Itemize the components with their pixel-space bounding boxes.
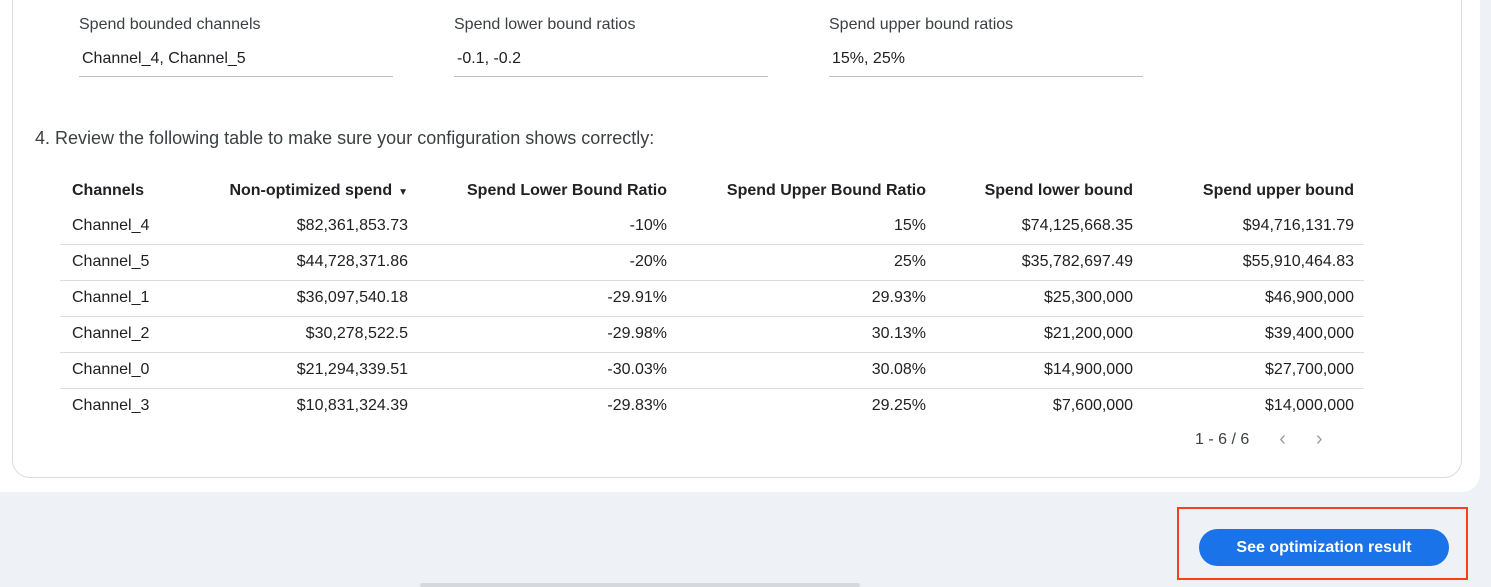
table-cell: 25% [677,244,936,281]
table-cell: Channel_3 [72,397,150,415]
table-row: Channel_5 $44,728,371.86 -20% 25% $35,782,69… [60,244,1364,281]
table-row: Channel_0 $21,294,339.51 -30.03% 30.08% $14,… [60,352,1364,389]
table-cell: $39,400,000 [1143,316,1364,353]
sort-desc-icon[interactable]: ▼ [398,187,408,198]
table-cell: $14,900,000 [936,352,1143,389]
table-row: Channel_4 $82,361,853.73 -10% 15% $74,125,66… [60,208,1364,245]
table-cell: $55,910,464.83 [1143,244,1364,281]
table-cell: 30.08% [677,352,936,389]
table-cell: $27,700,000 [1143,352,1364,389]
spend-lower-bound-ratios-field[interactable]: Spend lower bound ratios -0.1, -0.2 [454,16,768,77]
table-cell: Channel_4 [60,208,182,245]
config-table: Channels Non-optimized spend ▼ Spend Lowe… [60,182,1364,424]
table-cell: $10,831,324.39 [296,397,408,415]
field-value[interactable]: -0.1, -0.2 [454,50,768,77]
table-cell: Channel_5 [60,244,182,281]
table-cell: Channel_0 [60,352,182,389]
table-cell: $74,125,668.35 [936,208,1143,245]
table-cell: $35,782,697.49 [936,244,1143,281]
field-value[interactable]: 15%, 25% [829,50,1143,77]
table-row: Channel_2 $30,278,522.5 -29.98% 30.13% $21,2… [60,316,1364,353]
field-value[interactable]: Channel_4, Channel_5 [79,50,393,77]
table-cell: -30.03% [418,352,677,389]
col-header-lower-ratio[interactable]: Spend Lower Bound Ratio [467,182,667,199]
table-cell: -10% [418,208,677,245]
col-header-non-optimized-spend[interactable]: Non-optimized spend ▼ [182,182,418,208]
col-header-upper-ratio[interactable]: Spend Upper Bound Ratio [726,182,926,199]
table-cell: $36,097,540.18 [182,280,418,317]
table-cell: 29.25% [871,397,926,415]
table-cell: $82,361,853.73 [182,208,418,245]
col-header-channels[interactable]: Channels [72,182,145,199]
step-instruction: 4. Review the following table to make su… [35,128,655,148]
table-cell: $46,900,000 [1143,280,1364,317]
table-cell: $94,716,131.79 [1143,208,1364,245]
table-cell: $21,200,000 [936,316,1143,353]
chevron-right-icon[interactable]: › [1315,428,1323,450]
field-label: Spend upper bound ratios [829,16,1014,33]
chevron-left-icon[interactable]: ‹ [1279,428,1286,450]
col-header-lower-bound[interactable]: Spend lower bound [984,182,1133,199]
spend-upper-bound-ratios-field[interactable]: Spend upper bound ratios 15%, 25% [829,16,1143,77]
table-cell: Channel_2 [60,316,182,353]
table-cell: $25,300,000 [936,280,1143,317]
table-cell: -20% [418,244,677,281]
table-cell: -29.83% [607,397,667,415]
col-header-upper-bound[interactable]: Spend upper bound [1202,182,1354,199]
field-label: Spend bounded channels [79,16,261,33]
table-cell: $30,278,522.5 [182,316,418,353]
table-cell: $44,728,371.86 [182,244,418,281]
table-cell: $21,294,339.51 [182,352,418,389]
table-row: Channel_3 $10,831,324.39 -29.83% 29.25% $7,6… [60,388,1364,424]
table-cell: Channel_1 [60,280,182,317]
table-cell: 30.13% [677,316,936,353]
field-label: Spend lower bound ratios [454,16,636,33]
bottom-bar [420,583,860,587]
table-cell: $7,600,000 [1052,397,1133,415]
header-label: Non-optimized spend [229,182,393,199]
pagination: 1 - 6 / 6 ‹ › [1195,428,1323,451]
table-cell: -29.91% [418,280,677,317]
table-row: Channel_1 $36,097,540.18 -29.91% 29.93% $25,… [60,280,1364,317]
table-cell: 29.93% [677,280,936,317]
highlight-box [1177,507,1468,580]
table-cell: -29.98% [418,316,677,353]
page-range: 1 - 6 / 6 [1195,430,1250,448]
see-optimization-result-button[interactable]: See optimization result [1199,529,1449,566]
table-cell: 15% [677,208,936,245]
main-panel: Spend bounded channels Channel_4, Channe… [0,0,1480,492]
table-cell: $14,000,000 [1265,397,1354,415]
spend-bounded-channels-field[interactable]: Spend bounded channels Channel_4, Channe… [79,16,393,77]
